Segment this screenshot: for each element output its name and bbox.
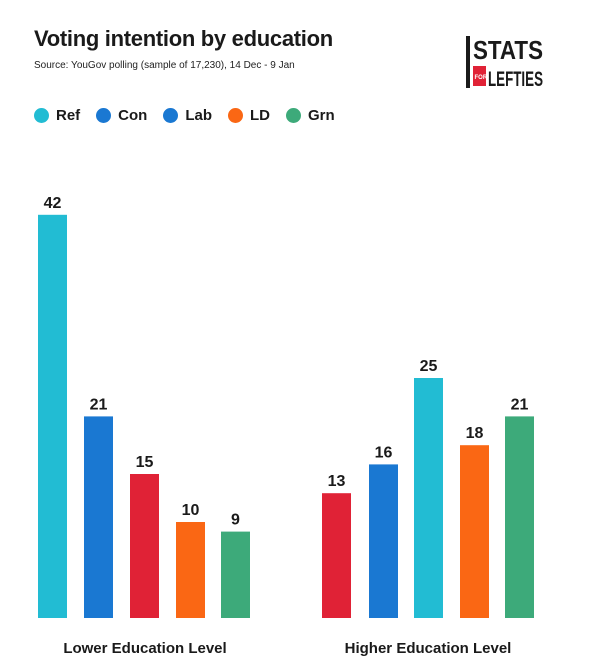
- legend-label-lab: Lab: [185, 106, 213, 124]
- legend-label-con: Con: [118, 106, 148, 124]
- chart-title: Voting intention by education: [34, 26, 333, 51]
- stats-for-lefties-logo: STATS FOR LEFTIES: [466, 35, 543, 91]
- bar-higher-con: [369, 464, 398, 618]
- logo-text-stats: STATS: [473, 35, 543, 65]
- legend-item-lab: Lab: [163, 107, 212, 124]
- group-label-higher: Higher Education Level: [345, 640, 512, 657]
- bar-higher-lab: [322, 493, 351, 618]
- legend-label-ld: LD: [250, 106, 271, 124]
- legend-swatch-ref: [34, 107, 49, 123]
- legend-label-grn: Grn: [308, 106, 335, 124]
- group-label-lower: Lower Education Level: [63, 640, 226, 657]
- legend-item-ref: Ref: [34, 107, 80, 124]
- chart-source: Source: YouGov polling (sample of 17,230…: [34, 60, 295, 71]
- chart-legend: Ref Con Lab LD Grn: [34, 105, 351, 125]
- data-label-lower-con: 21: [90, 396, 108, 413]
- legend-label-ref: Ref: [56, 106, 81, 124]
- data-label-higher-con: 16: [375, 444, 393, 461]
- bar-lower-lab: [130, 474, 159, 618]
- legend-swatch-con: [96, 107, 112, 123]
- legend-swatch-grn: [286, 107, 302, 123]
- data-label-higher-lab: 13: [328, 473, 346, 490]
- logo-text-for: FOR: [475, 75, 488, 81]
- logo-text-lefties: LEFTIES: [488, 68, 543, 91]
- bar-lower-grn: [221, 531, 250, 618]
- data-label-lower-ref: 42: [44, 195, 62, 212]
- data-label-lower-grn: 9: [231, 512, 240, 529]
- legend-swatch-ld: [228, 107, 244, 123]
- legend-swatch-lab: [163, 107, 179, 123]
- data-label-lower-ld: 10: [182, 502, 200, 519]
- data-label-higher-ref: 25: [420, 358, 438, 375]
- legend-item-grn: Grn: [286, 107, 335, 124]
- data-label-lower-lab: 15: [136, 454, 154, 471]
- bar-lower-ld: [176, 522, 205, 618]
- bar-higher-grn: [505, 416, 534, 618]
- bar-higher-ld: [460, 445, 489, 618]
- bar-lower-con: [84, 416, 113, 618]
- bar-higher-ref: [414, 378, 443, 618]
- data-label-higher-grn: 21: [511, 396, 529, 413]
- data-label-higher-ld: 18: [466, 425, 484, 442]
- bar-lower-ref: [38, 214, 67, 619]
- legend-item-con: Con: [96, 107, 147, 124]
- legend-item-ld: LD: [228, 107, 270, 124]
